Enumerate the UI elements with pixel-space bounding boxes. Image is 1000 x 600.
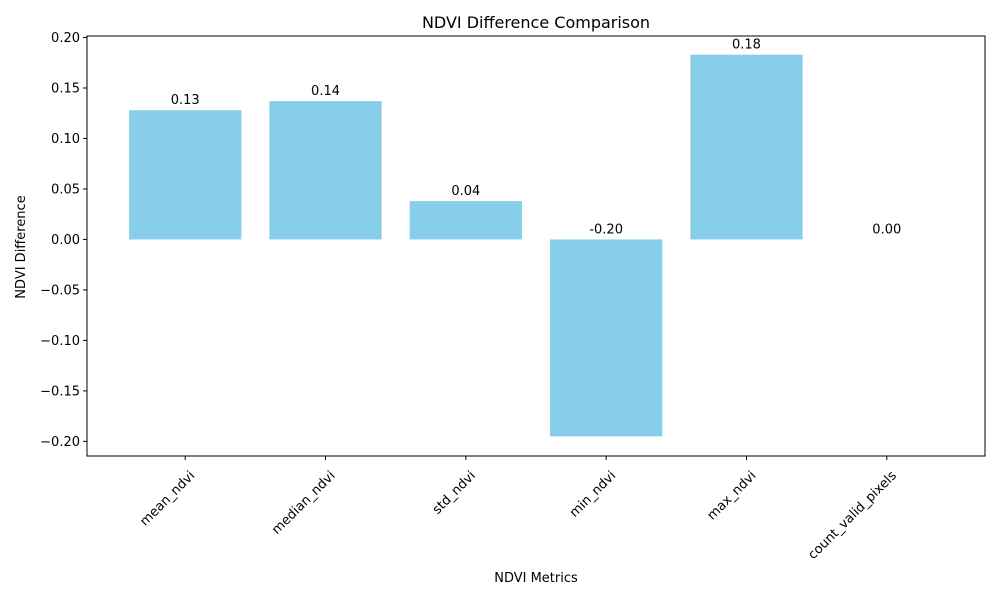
bar-labels-group: 0.13 0.14 0.04 -0.20 0.18 0.00 [171,38,902,238]
plot-frame [86,35,986,457]
bar-std_ndvi [409,201,522,240]
bar-min_ndvi [550,239,663,437]
y-tick-label: 0.15 [51,81,80,96]
bar-mean_ndvi [129,110,242,240]
data-label-std_ndvi: 0.04 [451,184,480,199]
y-tick-label: 0.05 [51,182,80,197]
chart-title: NDVI Difference Comparison [422,13,650,32]
data-label-mean_ndvi: 0.13 [171,93,200,108]
data-label-count_valid_pixels: 0.00 [872,222,901,237]
y-tick-label: −0.05 [40,283,80,298]
bar-median_ndvi [269,101,382,240]
y-tick-label: 0.20 [51,31,80,46]
data-label-max_ndvi: 0.18 [732,38,761,53]
bar-max_ndvi [690,54,803,240]
x-axis-title: NDVI Metrics [494,571,578,586]
y-tick-label: −0.10 [40,334,80,349]
y-tick-label: 0.10 [51,132,80,147]
y-axis-title: NDVI Difference [14,195,29,298]
y-tick-label: −0.20 [40,435,80,450]
y-tick-label: −0.15 [40,384,80,399]
y-tick-label: 0.00 [51,233,80,248]
data-label-min_ndvi: -0.20 [589,222,623,237]
bars-group [129,54,803,437]
data-label-median_ndvi: 0.14 [311,84,340,99]
y-axis: −0.20 −0.15 −0.10 −0.05 0.00 0.05 0.10 0.15 0.20 [40,31,87,450]
